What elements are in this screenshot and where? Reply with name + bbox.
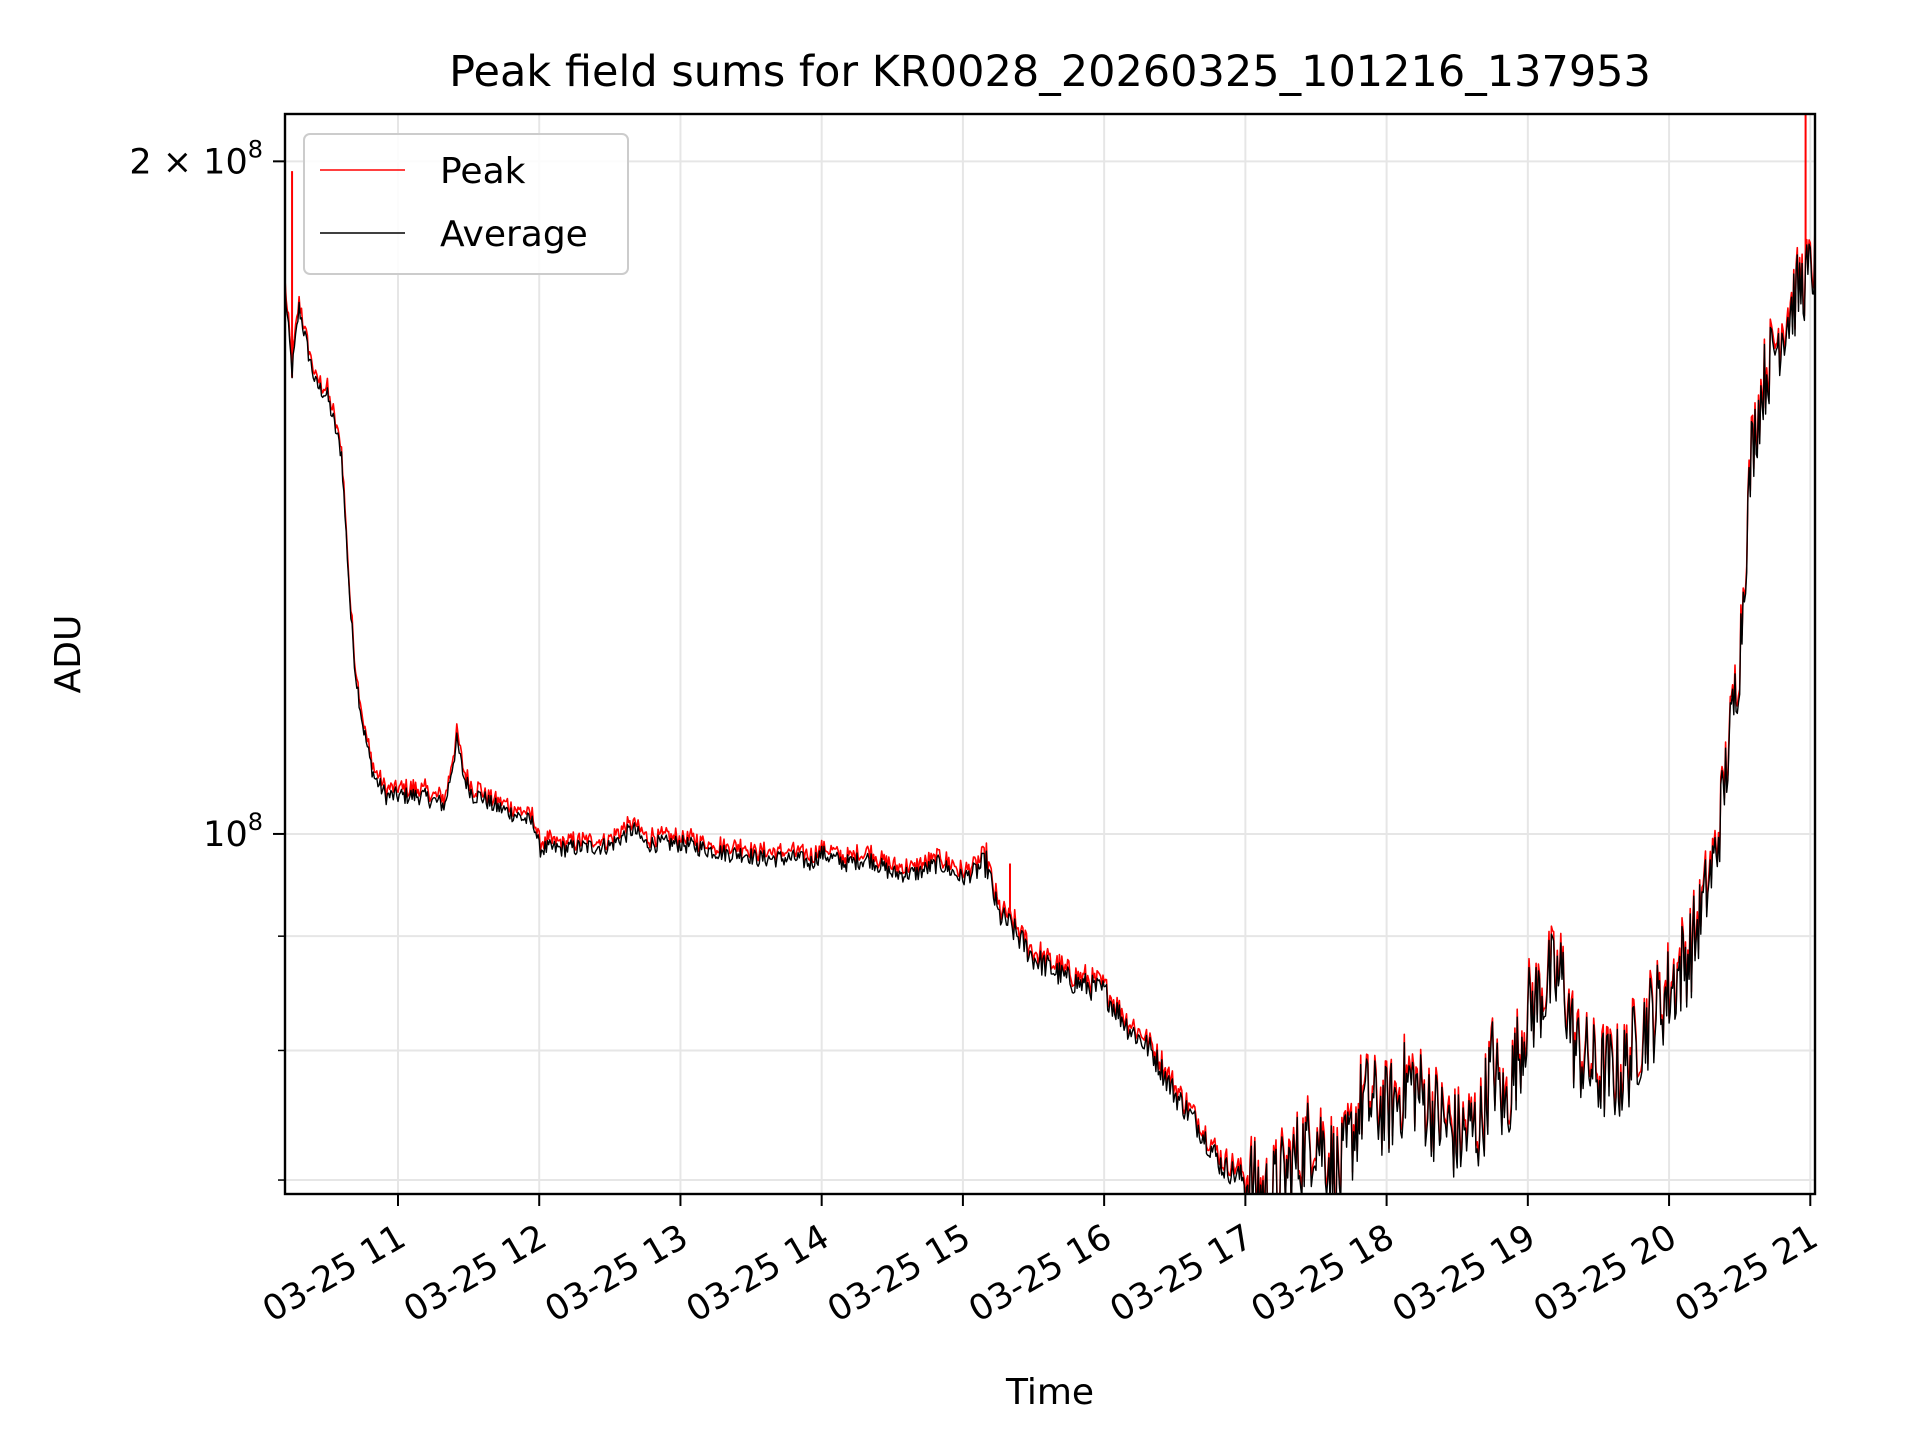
y-tick-base: 2 × 10 xyxy=(129,142,247,182)
chart-title: Peak field sums for KR0028_20260325_1012… xyxy=(449,47,1651,97)
x-axis-label: Time xyxy=(1005,1372,1094,1413)
grid xyxy=(285,114,1815,1194)
y-axis-label: ADU xyxy=(48,615,89,694)
legend-label-average: Average xyxy=(440,214,588,255)
y-tick-label: 2 × 108 xyxy=(129,135,263,182)
series-lines xyxy=(285,114,1815,1194)
legend-box xyxy=(303,133,629,275)
plot-frame xyxy=(283,112,1817,1196)
average-series-line xyxy=(285,228,1815,1194)
y-tick-base: 10 xyxy=(203,815,248,855)
legend: Peak Average xyxy=(303,133,629,275)
y-tick-exponent: 8 xyxy=(248,135,263,163)
y-tick-label: 108 xyxy=(203,808,263,855)
y-tick-exponent: 8 xyxy=(248,808,263,836)
legend-label-peak: Peak xyxy=(440,151,526,192)
